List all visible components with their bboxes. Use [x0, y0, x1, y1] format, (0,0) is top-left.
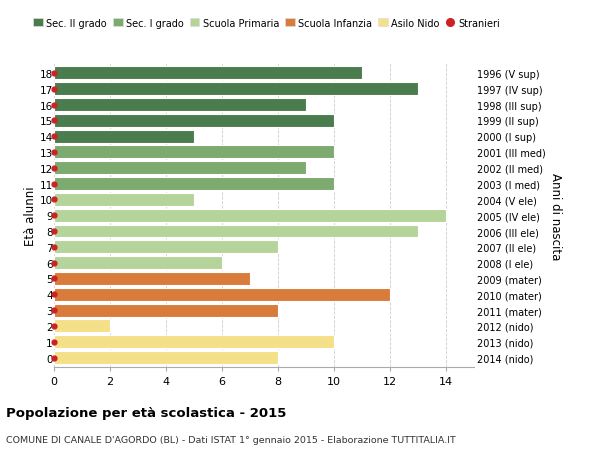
Bar	[54, 67, 362, 80]
Bar	[54, 83, 418, 96]
Bar	[54, 304, 278, 317]
Text: Popolazione per età scolastica - 2015: Popolazione per età scolastica - 2015	[6, 406, 286, 419]
Bar	[54, 178, 334, 190]
Bar	[54, 162, 306, 175]
Bar	[54, 194, 194, 207]
Text: COMUNE DI CANALE D'AGORDO (BL) - Dati ISTAT 1° gennaio 2015 - Elaborazione TUTTI: COMUNE DI CANALE D'AGORDO (BL) - Dati IS…	[6, 435, 456, 444]
Bar	[54, 257, 222, 269]
Bar	[54, 288, 390, 301]
Y-axis label: Età alunni: Età alunni	[23, 186, 37, 246]
Bar	[54, 336, 334, 348]
Bar	[54, 241, 278, 254]
Bar	[54, 130, 194, 143]
Bar	[54, 115, 334, 128]
Bar	[54, 320, 110, 333]
Bar	[54, 99, 306, 112]
Bar	[54, 225, 418, 238]
Legend: Sec. II grado, Sec. I grado, Scuola Primaria, Scuola Infanzia, Asilo Nido, Stran: Sec. II grado, Sec. I grado, Scuola Prim…	[29, 15, 504, 32]
Bar	[54, 209, 446, 222]
Y-axis label: Anni di nascita: Anni di nascita	[549, 172, 562, 259]
Bar	[54, 351, 278, 364]
Bar	[54, 146, 334, 159]
Bar	[54, 272, 250, 285]
